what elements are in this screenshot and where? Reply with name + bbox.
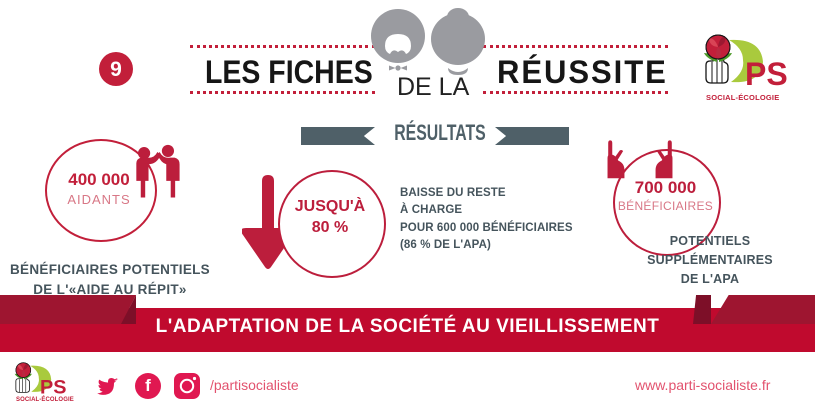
- svg-text:PS: PS: [745, 56, 788, 92]
- svg-text:PS: PS: [40, 377, 66, 399]
